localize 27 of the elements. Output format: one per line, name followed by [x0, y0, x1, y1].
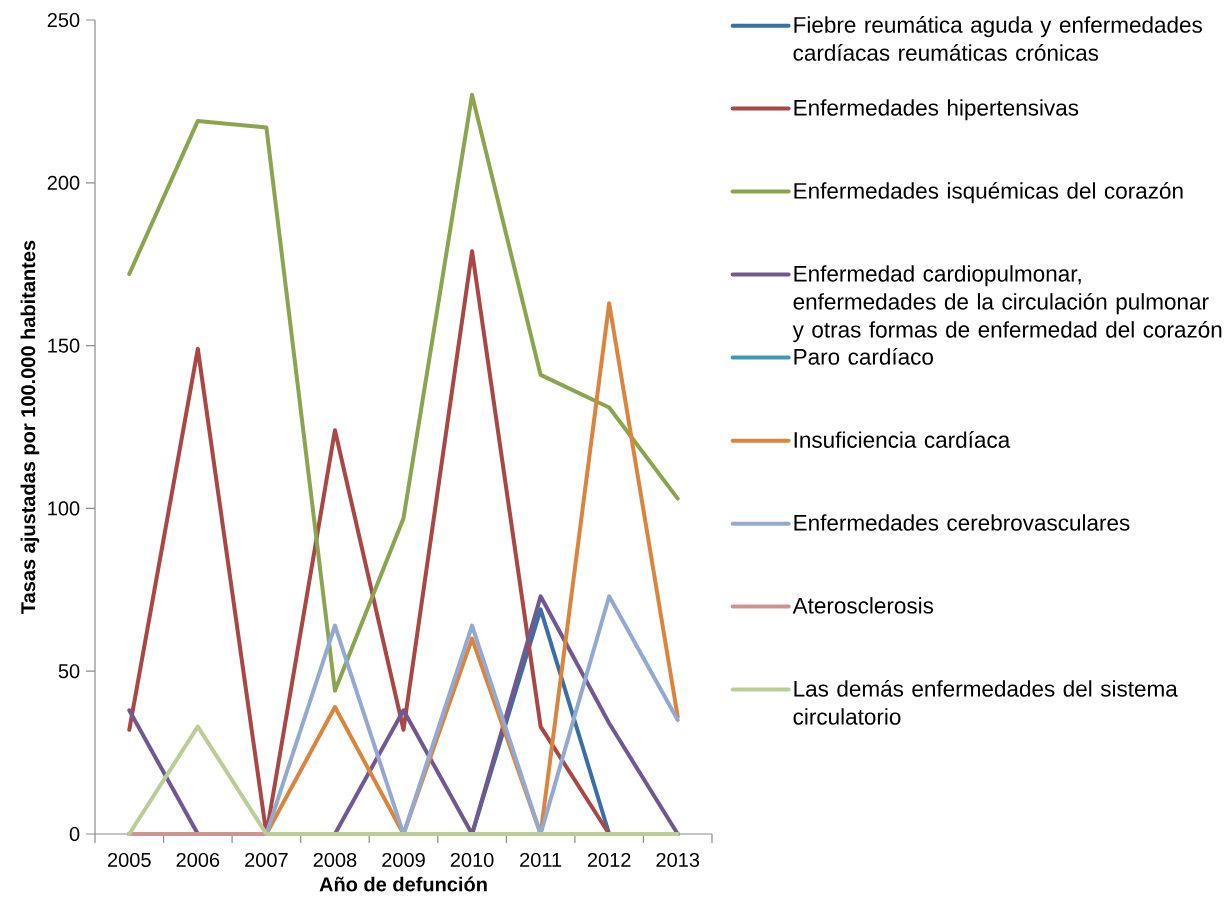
y-tick-label: 50	[58, 664, 80, 679]
x-tick-label: 2006	[176, 852, 220, 868]
x-tick-label: 2009	[382, 852, 425, 868]
legend-label: Enfermedad cardiopulmonar, enfermedades de la circulación pulmonar y otras formas de enfermedad del corazón	[792, 265, 1222, 343]
legend-label: Las demás enfermedades del sistema circulatorio	[793, 679, 1178, 725]
x-tick-label: 2008	[313, 852, 357, 868]
legend-label: Enfermedades isquémicas del corazón	[794, 182, 1183, 204]
y-tick-label: 0	[69, 826, 80, 842]
x-tick-label: 2007	[245, 852, 288, 868]
legend-label: Insuficiencia cardíaca	[794, 431, 1011, 448]
y-axis-title: Tasas ajustadas por 100.000 habitantes	[20, 240, 40, 614]
legend-label: Aterosclerosis	[792, 597, 934, 614]
y-tick-label: 200	[47, 175, 80, 190]
x-tick-label: 2005	[108, 852, 151, 868]
x-tick-label: 2013	[656, 852, 700, 868]
y-tick-label: 150	[48, 338, 80, 353]
x-axis-title: Año de defunción	[319, 876, 487, 892]
y-tick-label: 250	[47, 12, 80, 28]
legend-label: Paro cardíaco	[794, 348, 933, 365]
legend-label: Enfermedades cerebrovasculares	[794, 514, 1130, 531]
legend-label: Fiebre reumática aguda y enfermedades cardíacas reumáticas crónicas	[793, 16, 1202, 61]
x-tick-label: 2010	[450, 852, 494, 868]
x-tick-label: 2011	[520, 852, 562, 868]
legend-label: Enfermedades hipertensivas	[794, 99, 1079, 121]
y-tick-label: 100	[48, 501, 80, 516]
x-tick-label: 2012	[587, 852, 631, 868]
line-series	[127, 92, 680, 693]
